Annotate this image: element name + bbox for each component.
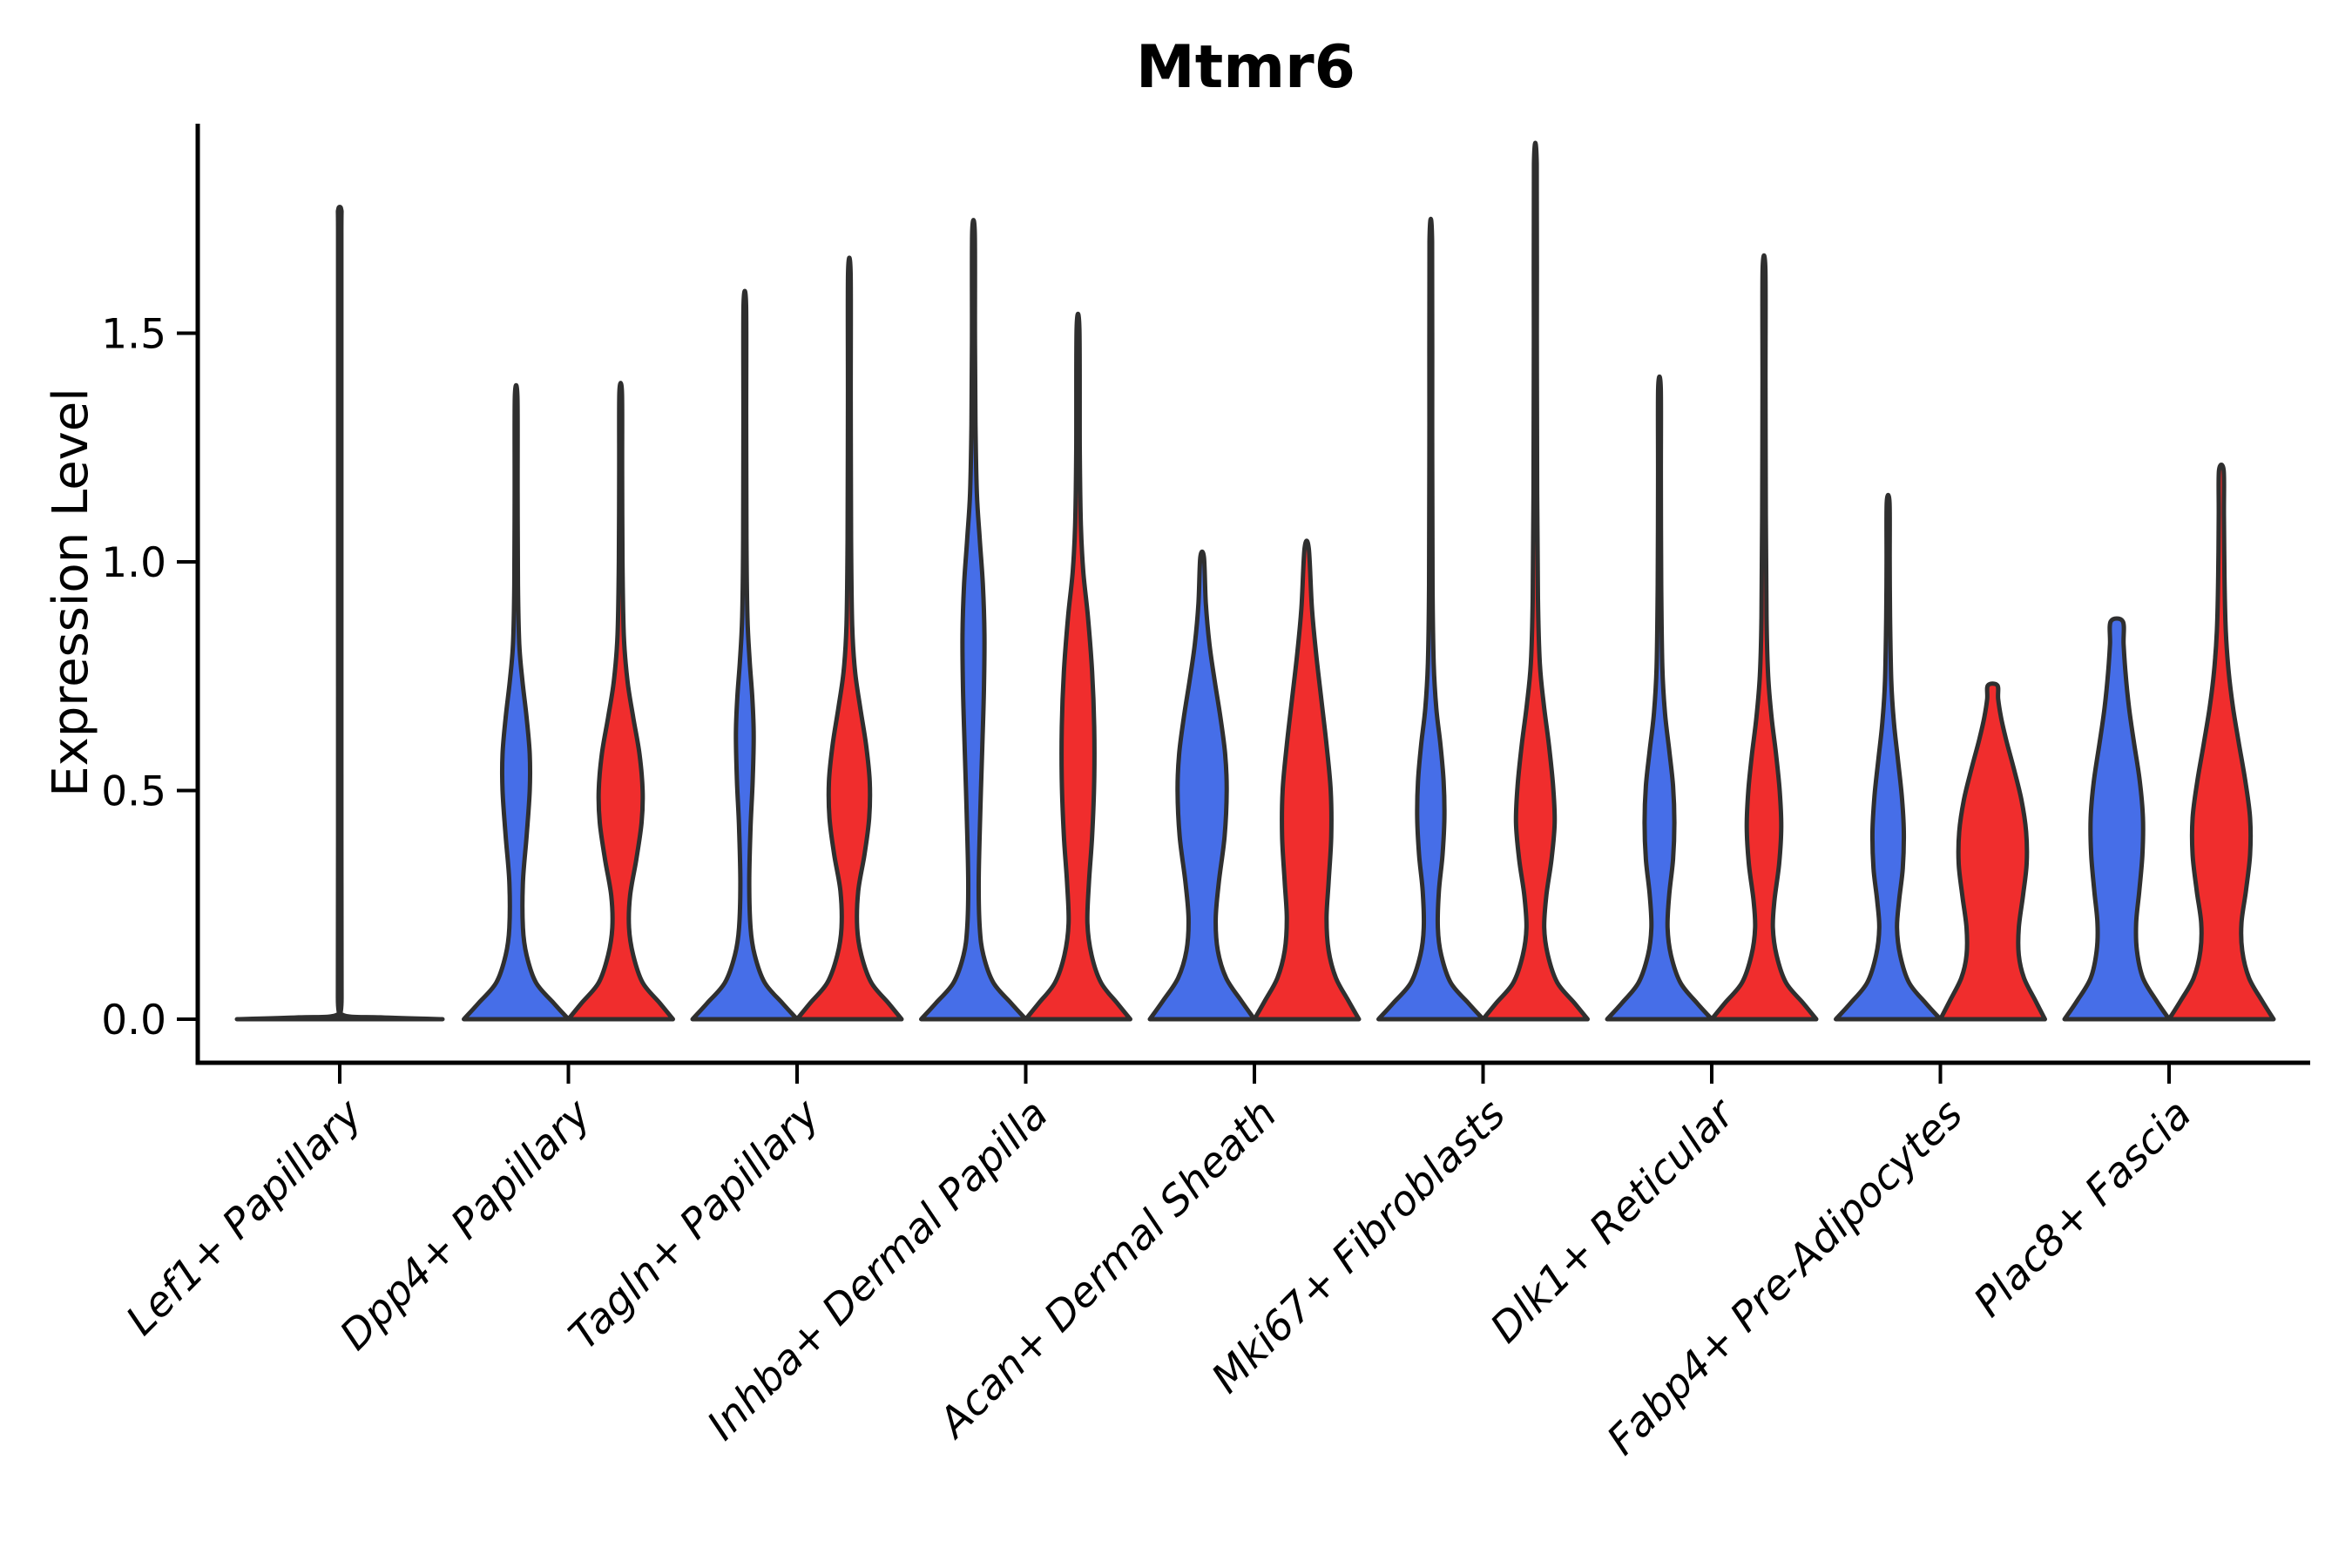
y-tick-label: 0.5 (101, 768, 166, 816)
violin-dpp4-red (566, 381, 675, 1022)
y-tick-label: 1.5 (101, 311, 166, 359)
violin-dpp4-blue (462, 382, 571, 1022)
violin-fabp4-blue (1834, 492, 1943, 1022)
y-axis-label: Expression Level (43, 388, 99, 797)
violin-acan-blue (1147, 549, 1257, 1022)
violin-dlk1-blue (1605, 374, 1714, 1022)
violin-tagln-red (794, 255, 904, 1022)
x-tick-label: Tagln+ Papillary (560, 1090, 830, 1360)
chart-title: Mtmr6 (1136, 33, 1355, 102)
x-tick-label: Plac8+ Fascia (1964, 1091, 2200, 1327)
violin-tagln-blue (690, 288, 800, 1022)
violin-plac8-blue (2062, 616, 2172, 1022)
violin-mki67-blue (1376, 217, 1485, 1022)
y-tick-label: 0.0 (101, 997, 166, 1044)
violin-inhba-red (1024, 311, 1132, 1022)
violin-mki67-red (1481, 140, 1590, 1022)
violin-acan-red (1252, 538, 1362, 1022)
x-tick-label: Dlk1+ Reticular (1482, 1089, 1746, 1353)
violin-fabp4-red (1938, 681, 2047, 1022)
violin-inhba-blue (919, 218, 1028, 1022)
x-tick-label: Lef1+ Papillary (117, 1090, 372, 1345)
violin-plac8-red (2166, 462, 2276, 1022)
violin-lef1-flat (234, 205, 445, 1022)
x-tick-label: Dpp4+ Papillary (331, 1090, 601, 1360)
y-tick-label: 1.0 (101, 539, 166, 587)
violin-dlk1-red (1709, 253, 1819, 1022)
